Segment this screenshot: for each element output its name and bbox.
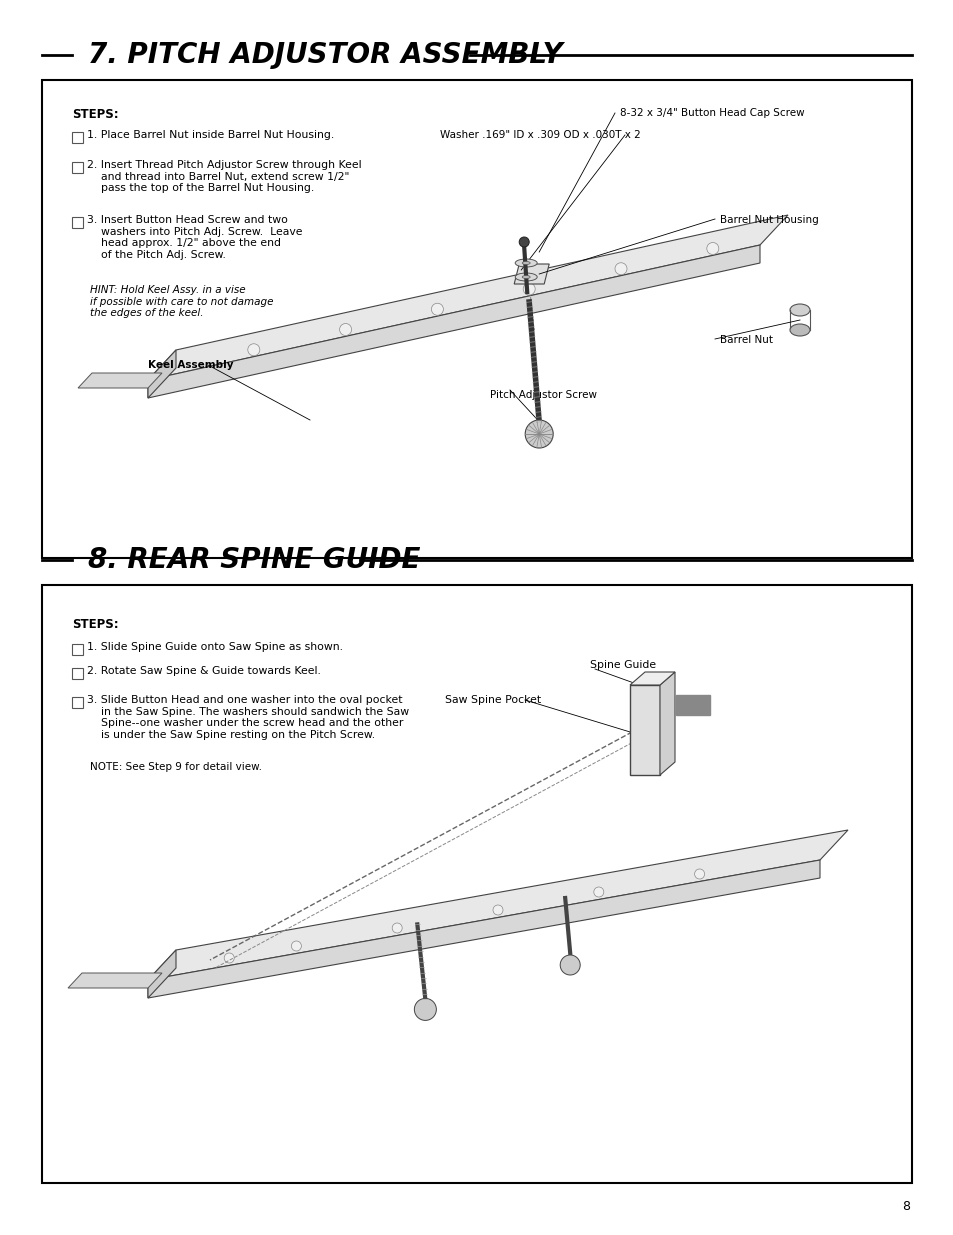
Circle shape (694, 869, 704, 879)
Polygon shape (659, 672, 675, 776)
Bar (42, 585, 911, 1183)
Circle shape (248, 343, 259, 356)
Polygon shape (148, 215, 787, 380)
Circle shape (525, 420, 553, 448)
Polygon shape (148, 950, 175, 998)
Text: 3. Slide Button Head and one washer into the oval pocket
    in the Saw Spine. T: 3. Slide Button Head and one washer into… (87, 695, 409, 740)
Bar (71, 217, 83, 228)
Circle shape (414, 998, 436, 1020)
Polygon shape (514, 264, 549, 284)
Ellipse shape (789, 324, 809, 336)
Text: 8-32 x 3/4" Button Head Cap Screw: 8-32 x 3/4" Button Head Cap Screw (619, 107, 803, 119)
Circle shape (224, 953, 233, 963)
Text: 2. Rotate Saw Spine & Guide towards Keel.: 2. Rotate Saw Spine & Guide towards Keel… (87, 666, 320, 676)
Text: Spine Guide: Spine Guide (589, 659, 656, 671)
Text: Barrel Nut Housing: Barrel Nut Housing (720, 215, 818, 225)
Text: 8. REAR SPINE GUIDE: 8. REAR SPINE GUIDE (88, 546, 420, 574)
Bar (71, 668, 83, 679)
Circle shape (615, 263, 626, 274)
Circle shape (339, 324, 352, 336)
Text: Barrel Nut: Barrel Nut (720, 335, 772, 345)
Text: STEPS:: STEPS: (71, 618, 118, 631)
Text: 7. PITCH ADJUSTOR ASSEMBLY: 7. PITCH ADJUSTOR ASSEMBLY (88, 41, 562, 69)
Ellipse shape (521, 275, 530, 279)
Ellipse shape (789, 304, 809, 316)
Polygon shape (148, 245, 760, 398)
Circle shape (559, 955, 579, 974)
Polygon shape (78, 373, 162, 388)
Circle shape (706, 242, 718, 254)
Text: HINT: Hold Keel Assy. in a vise
if possible with care to not damage
the edges of: HINT: Hold Keel Assy. in a vise if possi… (90, 285, 274, 319)
Polygon shape (148, 830, 847, 981)
Ellipse shape (521, 262, 530, 264)
Polygon shape (676, 695, 709, 715)
Bar (71, 697, 83, 708)
Polygon shape (629, 672, 675, 685)
Text: Saw Spine Pocket: Saw Spine Pocket (444, 695, 540, 705)
Circle shape (522, 283, 535, 295)
Ellipse shape (515, 259, 537, 267)
Text: 3. Insert Button Head Screw and two
    washers into Pitch Adj. Screw.  Leave
  : 3. Insert Button Head Screw and two wash… (87, 215, 302, 259)
Circle shape (518, 237, 529, 247)
Circle shape (493, 905, 502, 915)
Text: Washer .169" ID x .309 OD x .030T x 2: Washer .169" ID x .309 OD x .030T x 2 (439, 130, 640, 140)
Text: Pitch Adjustor Screw: Pitch Adjustor Screw (490, 390, 597, 400)
Text: Keel Assembly: Keel Assembly (148, 359, 233, 370)
Bar (42, 80, 911, 558)
Text: 1. Place Barrel Nut inside Barrel Nut Housing.: 1. Place Barrel Nut inside Barrel Nut Ho… (87, 130, 334, 140)
Text: STEPS:: STEPS: (71, 107, 118, 121)
Polygon shape (68, 973, 162, 988)
Bar (71, 132, 83, 143)
Bar (71, 162, 83, 173)
Polygon shape (629, 685, 659, 776)
Ellipse shape (515, 273, 537, 282)
Polygon shape (148, 350, 175, 398)
Circle shape (431, 304, 443, 315)
Bar (71, 643, 83, 655)
Text: 2. Insert Thread Pitch Adjustor Screw through Keel
    and thread into Barrel Nu: 2. Insert Thread Pitch Adjustor Screw th… (87, 161, 361, 193)
Text: NOTE: See Step 9 for detail view.: NOTE: See Step 9 for detail view. (90, 762, 262, 772)
Circle shape (593, 887, 603, 897)
Text: 8: 8 (901, 1200, 909, 1213)
Text: 1. Slide Spine Guide onto Saw Spine as shown.: 1. Slide Spine Guide onto Saw Spine as s… (87, 642, 343, 652)
Circle shape (392, 923, 402, 932)
Circle shape (291, 941, 301, 951)
Polygon shape (148, 860, 820, 998)
